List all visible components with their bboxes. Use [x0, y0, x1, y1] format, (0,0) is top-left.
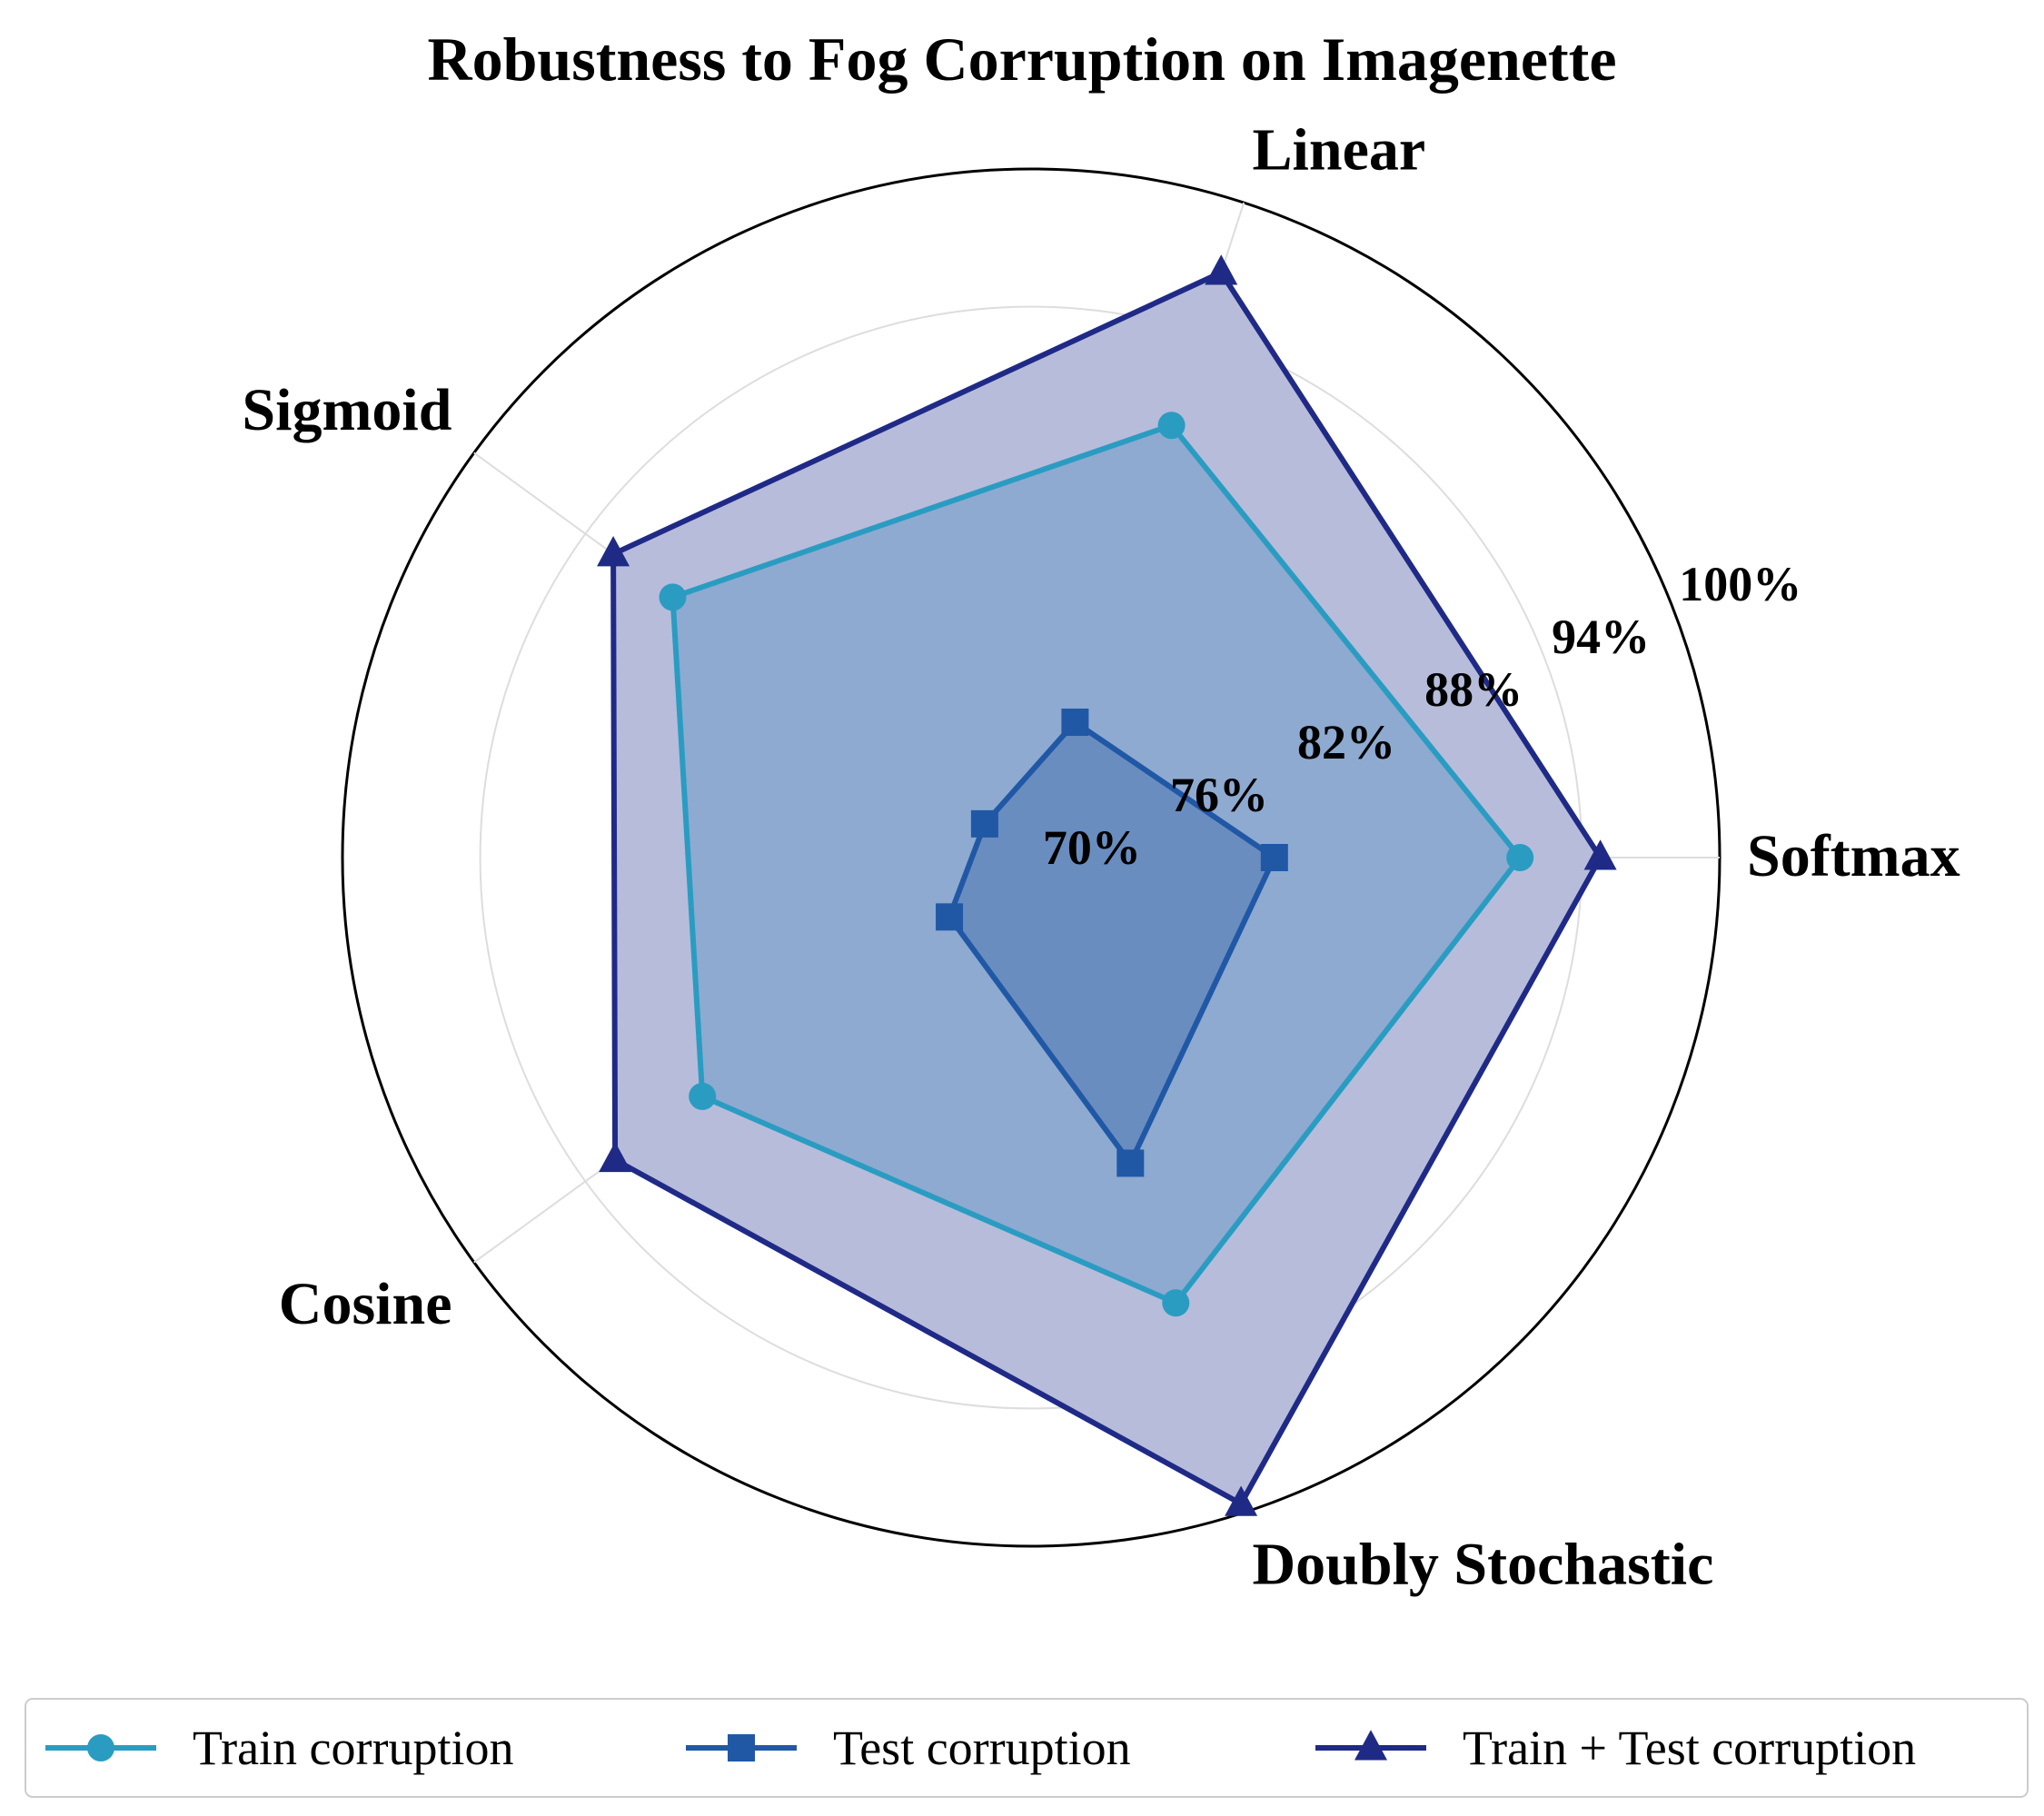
- data-point-triangle: [599, 1141, 632, 1173]
- data-point-square: [1260, 844, 1288, 871]
- legend-item: Train + Test corruption: [1315, 1721, 1916, 1775]
- data-point-triangle: [1354, 1730, 1387, 1761]
- legend: Train corruption Test corruption Train + T…: [25, 1698, 2029, 1798]
- category-label: Sigmoid: [242, 377, 451, 443]
- radial-tick-label: 82%: [1297, 715, 1395, 769]
- radial-tick-label: 100%: [1679, 557, 1801, 611]
- series-line: [610, 269, 1604, 1508]
- series-layer: [597, 254, 1617, 1516]
- series-area: [949, 722, 1275, 1164]
- data-point-square: [1061, 709, 1089, 737]
- category-label: Softmax: [1747, 823, 1960, 889]
- radial-tick-label: 76%: [1170, 768, 1268, 822]
- category-label: Linear: [1253, 117, 1426, 184]
- data-point-triangle: [1205, 254, 1238, 285]
- radial-tick-label: 70%: [1043, 820, 1141, 875]
- data-point-circle: [659, 583, 687, 611]
- data-point-circle: [1506, 844, 1534, 871]
- series-line: [670, 422, 1524, 1306]
- data-point-square: [936, 903, 964, 931]
- radial-tick-label: 94%: [1552, 610, 1650, 664]
- data-point-square: [728, 1734, 755, 1761]
- legend-label: Train corruption: [193, 1721, 513, 1775]
- legend-label: Test corruption: [833, 1721, 1131, 1775]
- data-point-circle: [87, 1734, 114, 1761]
- data-point-triangle: [597, 536, 630, 567]
- data-point-triangle: [1583, 839, 1617, 870]
- data-point-triangle: [1225, 1485, 1258, 1516]
- data-point-circle: [1162, 1289, 1190, 1317]
- chart-title: Robustness to Fog Corruption on Imagenet…: [428, 25, 1617, 94]
- data-point-square: [1116, 1149, 1145, 1177]
- data-point-circle: [1157, 412, 1186, 440]
- series-line: [946, 719, 1278, 1169]
- axis-labels: 70% 76% 82% 88% 94% 100% Softmax Linear Sigmoid C…: [242, 117, 1960, 1598]
- data-point-circle: [689, 1082, 717, 1110]
- legend-label: Train + Test corruption: [1463, 1721, 1916, 1775]
- category-label: Doubly Stochastic: [1253, 1531, 1714, 1597]
- legend-item: Train corruption: [45, 1721, 513, 1775]
- radial-tick-label: 88%: [1424, 662, 1523, 717]
- category-label: Cosine: [279, 1271, 452, 1337]
- series-square: [936, 709, 1288, 1177]
- data-point-square: [970, 809, 998, 838]
- legend-frame: [25, 1698, 2029, 1798]
- legend-item: Test corruption: [686, 1721, 1131, 1775]
